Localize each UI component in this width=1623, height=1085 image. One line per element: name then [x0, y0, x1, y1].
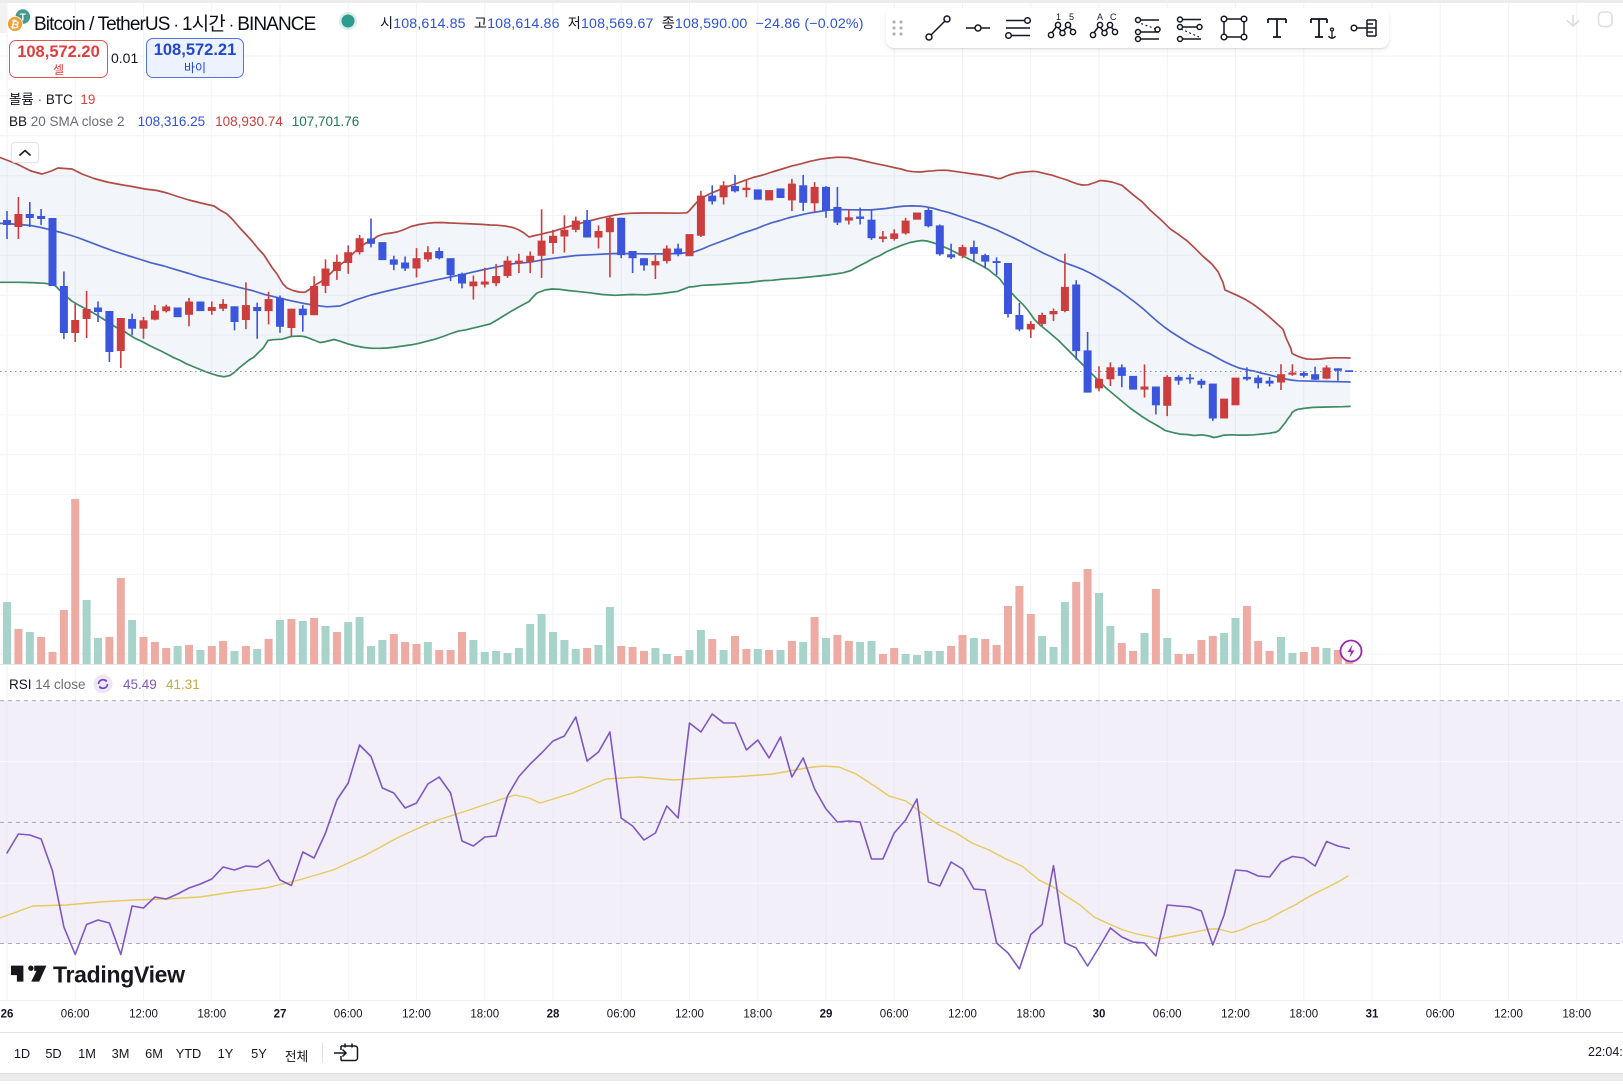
svg-text:29: 29 [820, 1009, 833, 1021]
svg-text:5: 5 [1069, 12, 1074, 22]
svg-text:12:00: 12:00 [402, 1009, 431, 1021]
svg-text:A: A [1097, 12, 1103, 22]
svg-text:12:00: 12:00 [1221, 1009, 1250, 1021]
svg-text:₿: ₿ [9, 18, 20, 32]
svg-text:06:00: 06:00 [607, 1009, 636, 1021]
svg-text:30: 30 [1093, 1009, 1106, 1021]
svg-text:18:00: 18:00 [1562, 1009, 1591, 1021]
svg-text:T: T [20, 12, 26, 23]
svg-text:28: 28 [547, 1009, 560, 1021]
svg-text:C: C [1110, 12, 1117, 22]
svg-text:06:00: 06:00 [1153, 1009, 1182, 1021]
svg-text:18:00: 18:00 [1016, 1009, 1045, 1021]
svg-text:26: 26 [1, 1009, 14, 1021]
svg-text:18:00: 18:00 [1289, 1009, 1318, 1021]
svg-text:12:00: 12:00 [129, 1009, 158, 1021]
svg-text:12:00: 12:00 [948, 1009, 977, 1021]
svg-text:06:00: 06:00 [61, 1009, 90, 1021]
svg-text:18:00: 18:00 [197, 1009, 226, 1021]
svg-text:06:00: 06:00 [334, 1009, 363, 1021]
svg-text:TradingView: TradingView [53, 962, 185, 988]
svg-text:12:00: 12:00 [1494, 1009, 1523, 1021]
svg-text:12:00: 12:00 [675, 1009, 704, 1021]
svg-text:06:00: 06:00 [880, 1009, 909, 1021]
svg-text:06:00: 06:00 [1426, 1009, 1455, 1021]
svg-text:18:00: 18:00 [743, 1009, 772, 1021]
svg-text:1: 1 [1056, 12, 1061, 22]
svg-text:31: 31 [1366, 1009, 1379, 1021]
svg-text:18:00: 18:00 [470, 1009, 499, 1021]
svg-text:27: 27 [274, 1009, 287, 1021]
